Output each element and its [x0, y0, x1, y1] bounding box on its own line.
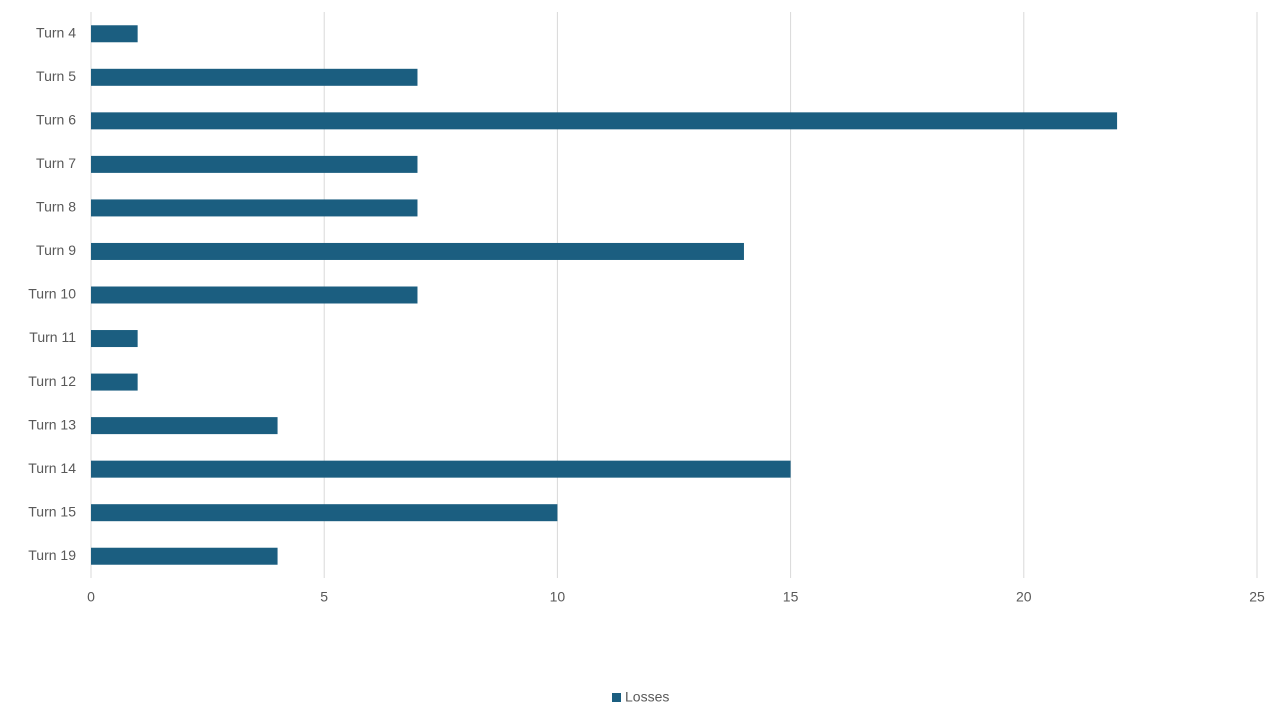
- y-tick-label: Turn 15: [28, 503, 76, 519]
- y-tick-label: Turn 10: [28, 286, 76, 302]
- legend-label: Losses: [625, 689, 669, 705]
- y-tick-label: Turn 13: [28, 416, 76, 432]
- bar: [91, 68, 418, 86]
- y-tick-label: Turn 11: [29, 329, 76, 345]
- y-tick-label: Turn 19: [28, 547, 76, 563]
- x-tick-label: 0: [87, 589, 95, 605]
- bar: [91, 504, 558, 522]
- bar: [91, 112, 1118, 130]
- bar: [91, 330, 138, 348]
- x-tick-label: 20: [1016, 589, 1032, 605]
- x-tick-label: 10: [550, 589, 566, 605]
- bar: [91, 417, 278, 435]
- x-tick-label: 5: [320, 589, 328, 605]
- y-tick-label: Turn 4: [36, 24, 76, 40]
- y-tick-label: Turn 12: [28, 373, 76, 389]
- x-tick-label: 15: [783, 589, 799, 605]
- y-tick-label: Turn 8: [36, 199, 76, 215]
- bar: [91, 242, 744, 260]
- legend-swatch: [612, 693, 621, 702]
- bar: [91, 155, 418, 173]
- bar: [91, 25, 138, 43]
- bar: [91, 199, 418, 217]
- x-tick-label: 25: [1249, 589, 1265, 605]
- y-tick-label: Turn 7: [36, 155, 76, 171]
- bar: [91, 373, 138, 391]
- bar: [91, 547, 278, 565]
- y-tick-label: Turn 9: [36, 242, 76, 258]
- bar: [91, 460, 791, 478]
- y-tick-label: Turn 14: [28, 460, 76, 476]
- y-tick-label: Turn 6: [36, 112, 76, 128]
- y-tick-label: Turn 5: [36, 68, 76, 84]
- bar: [91, 286, 418, 304]
